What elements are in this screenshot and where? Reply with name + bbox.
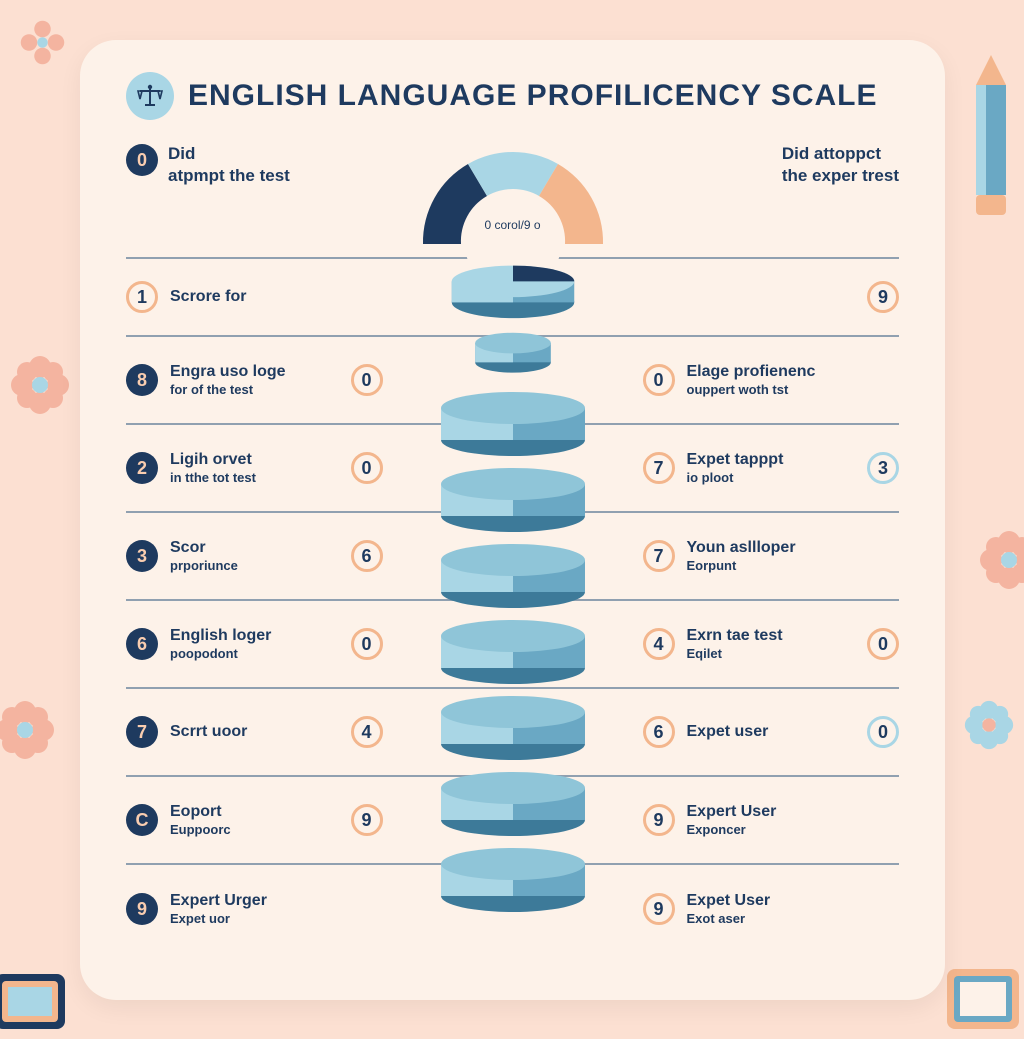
- row-subtext: poopodont: [170, 647, 271, 661]
- row-subtext: Exot aser: [687, 912, 771, 926]
- disc: [443, 258, 583, 324]
- row-subtext: Eqilet: [687, 647, 783, 661]
- row-end-badge: 0: [867, 628, 899, 660]
- center-badge-right: 4: [643, 628, 675, 660]
- row-end-badge: 0: [867, 716, 899, 748]
- center-badge-left: 6: [351, 540, 383, 572]
- row-text: Expert Urger: [170, 893, 267, 910]
- center-badge-left: 9: [351, 804, 383, 836]
- flower-deco: [0, 700, 55, 760]
- center-badge-right: 7: [643, 452, 675, 484]
- row-subtext: Expet uor: [170, 912, 267, 926]
- scale-icon: [126, 72, 174, 120]
- row-badge: C: [126, 804, 158, 836]
- row-badge: 6: [126, 628, 158, 660]
- flower-deco: [964, 700, 1014, 750]
- row-text: Ligih orvet: [170, 452, 256, 469]
- book-icon: [0, 944, 80, 1034]
- top-right-label: Did attoppct the exper trest: [782, 144, 899, 185]
- row-text: Scrore for: [170, 289, 246, 306]
- row-end-badge: 3: [867, 452, 899, 484]
- row-badge: 7: [126, 716, 158, 748]
- row-subtext: io ploot: [687, 471, 784, 485]
- book-icon: [939, 944, 1024, 1034]
- flower-deco: [10, 355, 70, 415]
- row-subtext: for of the test: [170, 383, 286, 397]
- row-text: Youn asllloper: [687, 540, 796, 557]
- row-subtext: Euppoorc: [170, 823, 231, 837]
- center-badge-left: 4: [351, 716, 383, 748]
- center-badge-left: 0: [351, 452, 383, 484]
- gauge-label: 0 corol/9 o: [480, 216, 544, 234]
- row-badge: 2: [126, 452, 158, 484]
- scale-card: ENGLISH LANGUAGE PROFILICENCY SCALE 0 Di…: [80, 40, 945, 1000]
- row-badge: 9: [126, 893, 158, 925]
- disc: [433, 692, 593, 762]
- center-badge-right: 9: [643, 804, 675, 836]
- center-badge-left: 0: [351, 628, 383, 660]
- row-subtext: in tthe tot test: [170, 471, 256, 485]
- center-badge-right: 7: [643, 540, 675, 572]
- center-badge-right: 0: [643, 364, 675, 396]
- row-end-badge: 9: [867, 281, 899, 313]
- disc: [433, 540, 593, 610]
- row-badge: 1: [126, 281, 158, 313]
- row-text: Exrn tae test: [687, 628, 783, 645]
- center-badge-right: 9: [643, 893, 675, 925]
- row-text: English loger: [170, 628, 271, 645]
- row-badge: 8: [126, 364, 158, 396]
- row-text: Eoport: [170, 804, 231, 821]
- row-text: Scor: [170, 540, 238, 557]
- center-badge-right: 6: [643, 716, 675, 748]
- row-text: Expet User: [687, 893, 771, 910]
- page-title: ENGLISH LANGUAGE PROFILICENCY SCALE: [188, 79, 878, 113]
- pencil-icon: [966, 55, 1016, 220]
- disc: [433, 464, 593, 534]
- disc: [433, 388, 593, 458]
- disc: [433, 844, 593, 914]
- flower-deco: [20, 20, 65, 65]
- row-subtext: prporiunce: [170, 559, 238, 573]
- row-text: Expet user: [687, 724, 769, 741]
- row-text: Expert User: [687, 804, 777, 821]
- row-text: Engra uso loge: [170, 364, 286, 381]
- row-text: Elage profienenc: [687, 364, 816, 381]
- row-text: Expet tapppt: [687, 452, 784, 469]
- center-badge-left: 0: [351, 364, 383, 396]
- row-text: Scrrt uoor: [170, 724, 247, 741]
- disc: [458, 322, 568, 382]
- top-left-label: 0 Did atpmpt the test: [126, 144, 290, 185]
- row-badge: 3: [126, 540, 158, 572]
- center-disc-stack: [423, 240, 603, 914]
- badge-zero: 0: [126, 144, 158, 176]
- disc: [433, 616, 593, 686]
- title-row: ENGLISH LANGUAGE PROFILICENCY SCALE: [126, 72, 899, 120]
- row-subtext: Exponcer: [687, 823, 777, 837]
- flower-deco: [979, 530, 1024, 590]
- row-subtext: ouppert woth tst: [687, 383, 816, 397]
- disc: [433, 768, 593, 838]
- row-subtext: Eorpunt: [687, 559, 796, 573]
